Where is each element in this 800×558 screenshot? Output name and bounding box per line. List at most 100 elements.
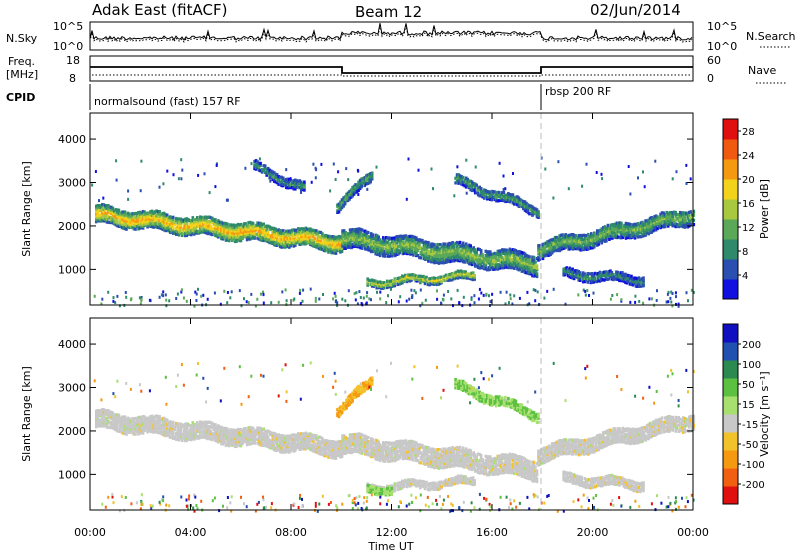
heatmap-cell bbox=[473, 294, 475, 297]
heatmap-cell bbox=[344, 299, 346, 302]
heatmap-cell bbox=[186, 427, 189, 430]
heatmap-cell bbox=[620, 222, 623, 225]
heatmap-cell bbox=[124, 415, 127, 418]
heatmap-cell bbox=[355, 298, 357, 301]
heatmap-cell bbox=[162, 290, 164, 293]
heatmap-cell bbox=[118, 414, 121, 417]
power-ylabel: Slant Range [km] bbox=[20, 161, 33, 257]
heatmap-cell bbox=[596, 171, 598, 174]
heatmap-cell bbox=[503, 188, 505, 191]
power-colorbar-label: Power [dB] bbox=[758, 179, 771, 239]
heatmap-cell bbox=[413, 289, 415, 292]
heatmap-cell bbox=[534, 299, 536, 302]
heatmap-cell bbox=[370, 298, 372, 301]
heatmap-cell bbox=[278, 301, 280, 304]
heatmap-cell bbox=[601, 177, 603, 180]
station-title: Adak East (fitACF) bbox=[92, 1, 227, 19]
heatmap-cell bbox=[431, 168, 433, 171]
heatmap-cell bbox=[670, 291, 672, 294]
heatmap-cell bbox=[642, 279, 645, 282]
heatmap-cell bbox=[667, 300, 669, 303]
heatmap-cell bbox=[533, 288, 535, 291]
heatmap-cell bbox=[281, 290, 283, 293]
heatmap-cell bbox=[175, 297, 177, 300]
heatmap-cell bbox=[553, 288, 555, 291]
heatmap-cell bbox=[285, 288, 287, 291]
heatmap-cell bbox=[474, 301, 476, 304]
heatmap-cell bbox=[410, 289, 412, 292]
heatmap-cell bbox=[475, 184, 478, 187]
heatmap-cell bbox=[651, 297, 653, 300]
colorbar-tick-label: 20 bbox=[742, 175, 755, 186]
heatmap-cell bbox=[557, 160, 559, 163]
heatmap-cell bbox=[256, 298, 258, 301]
heatmap-cell bbox=[607, 224, 610, 227]
heatmap-cell bbox=[337, 170, 339, 173]
nsky-label: N.Sky bbox=[6, 32, 38, 45]
heatmap-cell bbox=[379, 291, 381, 294]
heatmap-cell bbox=[519, 297, 521, 300]
heatmap-cell bbox=[315, 300, 317, 303]
heatmap-cell bbox=[546, 290, 548, 293]
heatmap-cell bbox=[312, 163, 314, 166]
heatmap-cell bbox=[512, 172, 514, 175]
heatmap-cell bbox=[252, 222, 255, 225]
heatmap-cell bbox=[114, 301, 116, 304]
heatmap-cell bbox=[611, 294, 613, 297]
heatmap-cell bbox=[536, 264, 539, 267]
heatmap-cell bbox=[112, 207, 115, 210]
heatmap-cell bbox=[318, 298, 320, 301]
freq-tick-top: 18 bbox=[66, 54, 80, 67]
heatmap-cell bbox=[471, 298, 473, 301]
heatmap-cell bbox=[250, 293, 252, 296]
heatmap-cell bbox=[675, 295, 677, 298]
heatmap-cell bbox=[376, 166, 378, 169]
y-tick-label: 3000 bbox=[58, 177, 86, 190]
heatmap-cell bbox=[259, 162, 262, 165]
heatmap-cell bbox=[586, 163, 588, 166]
heatmap-cell bbox=[202, 294, 204, 297]
heatmap-cell bbox=[411, 294, 413, 297]
heatmap-cell bbox=[371, 172, 374, 175]
heatmap-cell bbox=[214, 185, 216, 188]
heatmap-cell bbox=[480, 249, 483, 252]
heatmap-cell bbox=[94, 295, 96, 298]
nsearch-tick-bottom: 10^0 bbox=[707, 40, 737, 53]
colorbar-swatch bbox=[723, 159, 738, 180]
heatmap-cell bbox=[436, 298, 438, 301]
heatmap-cell bbox=[450, 297, 452, 300]
heatmap-cell bbox=[594, 277, 597, 280]
heatmap-cell bbox=[125, 291, 127, 294]
heatmap-cell bbox=[320, 163, 322, 166]
cpid-segment-2: rbsp 200 RF bbox=[545, 85, 611, 98]
y-tick-label: 4000 bbox=[58, 133, 86, 146]
nsearch-trace bbox=[90, 25, 692, 45]
nsearch-label: N.Search bbox=[746, 30, 796, 43]
heatmap-cell bbox=[267, 231, 270, 234]
heatmap-cell bbox=[443, 294, 445, 297]
heatmap-cell bbox=[127, 198, 129, 201]
heatmap-cell bbox=[290, 177, 292, 180]
heatmap-cell bbox=[286, 299, 288, 302]
heatmap-cell bbox=[248, 301, 250, 304]
heatmap-cell bbox=[616, 293, 618, 296]
nave-tick-bottom: 0 bbox=[707, 72, 714, 85]
freq-panel bbox=[90, 56, 693, 81]
heatmap-cell bbox=[293, 298, 295, 301]
heatmap-cell bbox=[116, 295, 118, 298]
date-title: 02/Jun/2014 bbox=[590, 1, 681, 19]
heatmap-cell bbox=[669, 297, 671, 300]
colorbar-tick-label: 4 bbox=[742, 271, 748, 282]
heatmap-cell bbox=[384, 255, 387, 258]
colorbar-swatch bbox=[723, 219, 738, 240]
nsearch-tick-top: 10^5 bbox=[707, 20, 737, 33]
heatmap-cell bbox=[472, 271, 475, 274]
heatmap-cell bbox=[183, 297, 185, 300]
heatmap-cell bbox=[347, 178, 349, 181]
heatmap-cell bbox=[168, 299, 170, 302]
heatmap-cell bbox=[648, 297, 650, 300]
heatmap-cell bbox=[98, 199, 100, 202]
beam-title: Beam 12 bbox=[355, 3, 422, 21]
cpid-segment-1: normalsound (fast) 157 RF bbox=[94, 95, 241, 108]
